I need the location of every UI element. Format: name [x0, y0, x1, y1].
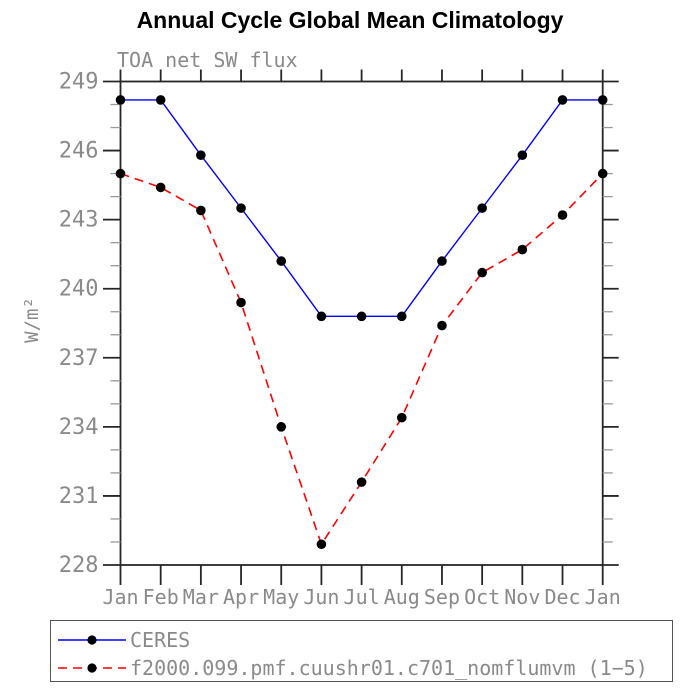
model-line — [120, 172, 604, 547]
x-axis-tick-label: Nov — [504, 585, 540, 609]
y-axis-tick-label: 243 — [59, 208, 99, 233]
model-data-point — [356, 477, 367, 487]
x-axis-tick-label: Jan — [102, 585, 138, 609]
plot-subtitle: TOA net SW flux — [117, 48, 298, 72]
x-axis-tick-label: Apr — [223, 585, 259, 609]
ceres-data-point — [597, 95, 608, 105]
y-axis-tick-label: 234 — [59, 415, 99, 440]
model-data-point — [437, 320, 447, 331]
model-data-point — [597, 168, 608, 179]
y-axis-tick-label: 249 — [59, 70, 99, 95]
ceres-data-point — [276, 256, 287, 266]
model-data-point — [196, 205, 206, 216]
model-data-point — [477, 267, 487, 278]
legend-marker-dot-icon — [87, 663, 97, 673]
legend-line-sample — [58, 663, 126, 673]
legend-box: CERES f2000.099.pmf.cuushr01.c701_nomflu… — [50, 620, 673, 682]
model-data-point — [396, 412, 407, 423]
axes-group: Jan Feb Mar Apr May Jun Jul Aug Sep Oct Nov Dec Jan2… — [59, 69, 621, 609]
model-data-point — [557, 210, 568, 220]
ceres-data-point — [477, 203, 487, 213]
legend-marker-dot-icon — [87, 635, 97, 645]
ceres-data-point — [115, 95, 126, 105]
plot-frame — [119, 80, 604, 566]
model-data-point — [115, 168, 126, 179]
ceres-line — [120, 99, 603, 318]
x-axis-tick-label: Dec — [544, 585, 580, 609]
ceres-data-point — [396, 311, 407, 322]
x-axis-tick-label: Oct — [464, 585, 500, 609]
y-axis-tick-label: 228 — [59, 553, 99, 578]
ceres-data-point — [316, 311, 327, 322]
model-data-point — [517, 244, 528, 255]
model-data-point — [236, 297, 246, 308]
series-group — [115, 95, 608, 550]
x-axis-tick-label: Jul — [344, 585, 380, 609]
x-axis-tick-label: Mar — [183, 585, 219, 609]
model-data-point — [276, 422, 287, 432]
ceres-data-point — [517, 150, 528, 160]
x-axis-tick-label: Feb — [143, 585, 179, 609]
model-data-point — [316, 539, 327, 550]
legend-line-sample — [58, 635, 126, 645]
y-axis-tick-label: 246 — [59, 139, 99, 164]
y-axis-tick-label: 240 — [59, 277, 99, 302]
ceres-data-point — [236, 203, 246, 213]
x-axis-tick-label: Sep — [424, 585, 460, 609]
ceres-data-point — [557, 95, 568, 105]
x-axis-tick-label: Aug — [384, 585, 420, 609]
legend-label-ceres: CERES — [130, 628, 191, 652]
y-axis-tick-label: 237 — [59, 346, 99, 371]
legend-label-model: f2000.099.pmf.cuushr01.c701_nomflumvm (1… — [130, 656, 648, 680]
ceres-data-point — [196, 150, 206, 160]
x-axis-tick-label: Jan — [585, 585, 621, 609]
y-axis-tick-label: 231 — [59, 484, 99, 509]
chart-title: Annual Cycle Global Mean Climatology — [136, 7, 564, 33]
x-axis-tick-label: May — [263, 585, 299, 609]
ceres-data-point — [437, 256, 447, 266]
x-axis-tick-label: Jun — [303, 585, 339, 609]
ceres-data-point — [155, 95, 166, 105]
model-data-point — [155, 182, 166, 193]
ceres-data-point — [356, 311, 367, 322]
y-axis-title: W/m² — [21, 297, 43, 343]
